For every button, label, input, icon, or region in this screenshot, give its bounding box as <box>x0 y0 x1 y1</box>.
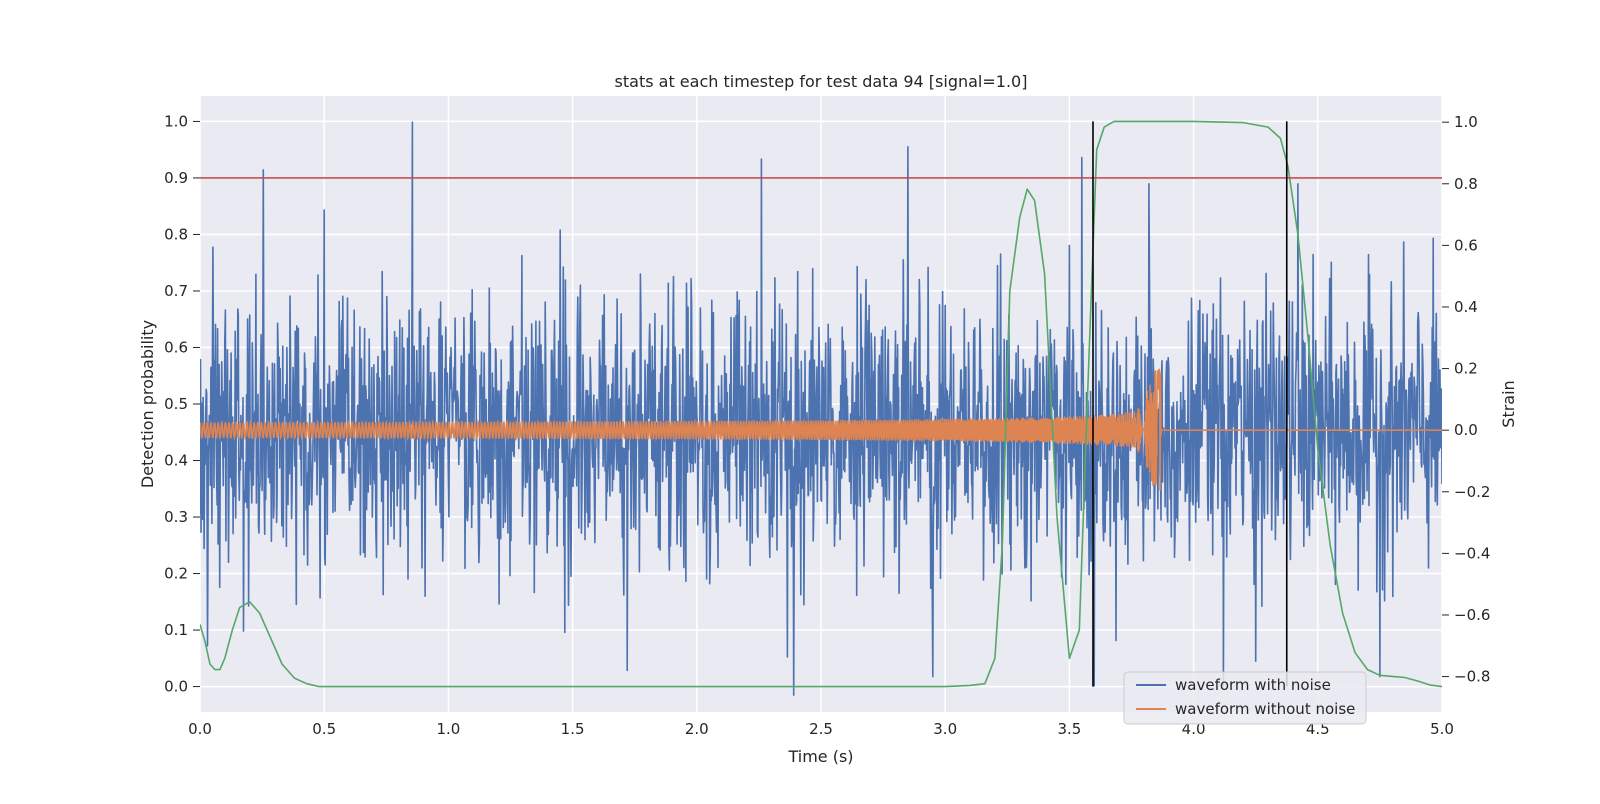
y-left-tick-label: 0.2 <box>164 565 188 583</box>
y-axis-left-label: Detection probability <box>138 320 157 488</box>
y-right-tick-label: −0.6 <box>1454 606 1490 624</box>
y-right-tick-label: 0.8 <box>1454 175 1478 193</box>
y-right-tick-label: −0.4 <box>1454 544 1490 562</box>
x-tick-label: 1.0 <box>436 720 460 738</box>
y-axis-left: 0.0 0.1 0.2 0.3 0.4 0.5 0.6 0.7 0.8 0.9 1.0 <box>164 112 200 696</box>
legend: waveform with noise waveform without noi… <box>1123 671 1367 725</box>
y-left-tick-label: 0.4 <box>164 452 188 470</box>
y-right-tick-label: 1.0 <box>1454 113 1478 131</box>
y-right-tick-label: 0.2 <box>1454 360 1478 378</box>
series-detection-probability <box>200 120 1442 688</box>
y-left-tick-label: 0.3 <box>164 508 188 526</box>
x-tick-label: 5.0 <box>1430 720 1454 738</box>
y-left-tick-label: 0.7 <box>164 282 188 300</box>
x-tick-label: 0.5 <box>312 720 336 738</box>
y-right-tick-label: 0.6 <box>1454 236 1478 254</box>
y-right-tick-label: 0.4 <box>1454 298 1478 316</box>
y-left-tick-label: 0.9 <box>164 169 188 187</box>
x-tick-label: 3.0 <box>933 720 957 738</box>
x-tick-label: 2.0 <box>685 720 709 738</box>
y-axis-right-label: Strain <box>1499 380 1518 427</box>
series-waveform-without-noise <box>200 368 1442 491</box>
y-axis-right: −0.8 −0.6 −0.4 −0.2 0.0 0.2 0.4 0.6 0.8 1.0 <box>1442 113 1490 686</box>
x-tick-label: 2.5 <box>809 720 833 738</box>
x-tick-label: 3.5 <box>1057 720 1081 738</box>
y-left-tick-label: 1.0 <box>164 112 188 130</box>
x-axis-label: Time (s) <box>787 747 853 766</box>
y-left-tick-label: 0.8 <box>164 225 188 243</box>
y-left-tick-label: 0.0 <box>164 678 188 696</box>
y-right-tick-label: −0.2 <box>1454 483 1490 501</box>
series-layer <box>200 120 1442 696</box>
y-left-tick-label: 0.6 <box>164 338 188 356</box>
y-right-tick-label: −0.8 <box>1454 668 1490 686</box>
x-tick-label: 1.5 <box>561 720 585 738</box>
series-waveform-with-noise <box>200 121 1442 696</box>
x-tick-label: 0.0 <box>188 720 212 738</box>
legend-box <box>1123 671 1367 725</box>
chart-title: stats at each timestep for test data 94 … <box>615 72 1028 91</box>
legend-label-noisy: waveform with noise <box>1175 676 1331 694</box>
y-left-tick-label: 0.5 <box>164 395 188 413</box>
y-right-tick-label: 0.0 <box>1454 421 1478 439</box>
y-left-tick-label: 0.1 <box>164 621 188 639</box>
legend-label-clean: waveform without noise <box>1175 700 1355 718</box>
